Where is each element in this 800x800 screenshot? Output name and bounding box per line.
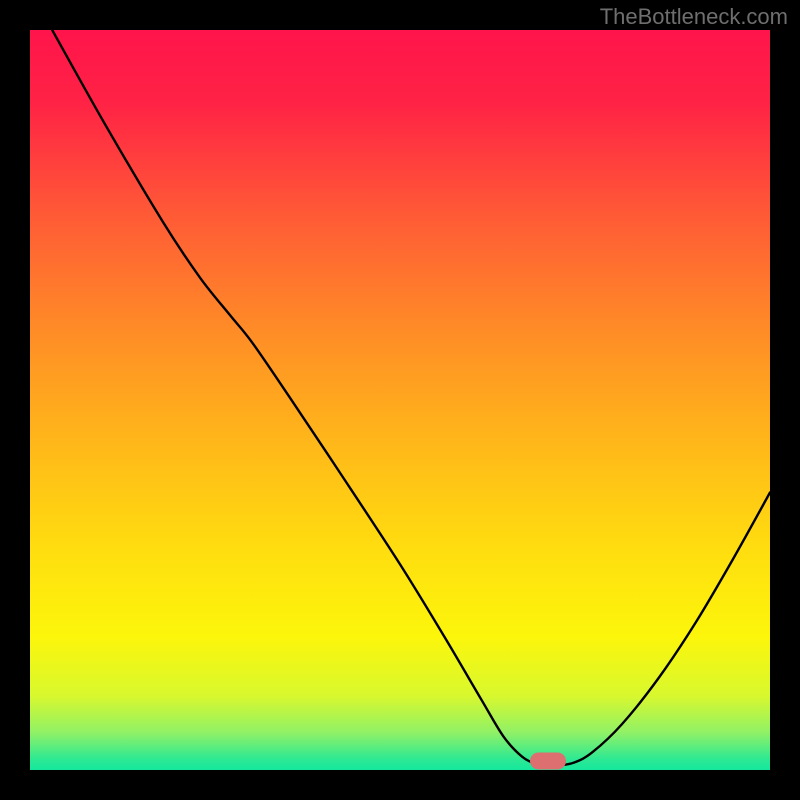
watermark-text: TheBottleneck.com (600, 4, 788, 30)
plot-area (30, 30, 770, 770)
chart-container: TheBottleneck.com (0, 0, 800, 800)
optimal-marker (530, 753, 566, 770)
curve-line (30, 30, 770, 770)
